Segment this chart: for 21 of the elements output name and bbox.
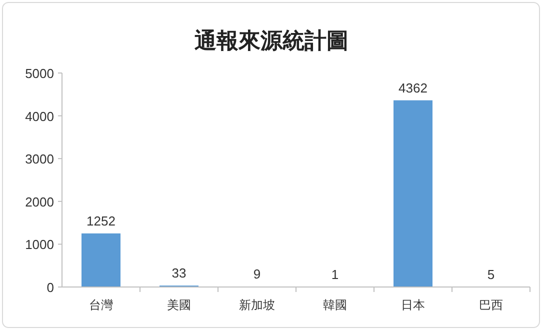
x-tick-label: 日本: [401, 298, 425, 312]
bar: [394, 100, 432, 287]
data-label: 1252: [86, 213, 116, 228]
y-tick-label: 0: [46, 280, 54, 295]
data-label: 4362: [398, 80, 428, 96]
y-tick-label: 4000: [25, 108, 54, 124]
data-label: 9: [253, 266, 261, 282]
data-label: 33: [172, 266, 186, 281]
x-tick-label: 巴西: [479, 298, 503, 312]
y-tick-label: 2000: [25, 194, 54, 210]
y-tick-label: 1000: [25, 237, 54, 252]
chart-title: 通報來源統計圖: [194, 28, 348, 53]
y-tick-label: 5000: [25, 66, 54, 81]
y-tick-label: 3000: [25, 152, 54, 167]
data-label: 5: [487, 266, 495, 282]
x-tick-label: 韓國: [323, 298, 347, 312]
bar: [82, 233, 120, 287]
data-label: 1: [331, 266, 339, 282]
x-tick-label: 美國: [167, 298, 191, 312]
x-tick-label: 新加坡: [239, 298, 275, 312]
x-tick-label: 台灣: [89, 298, 113, 312]
